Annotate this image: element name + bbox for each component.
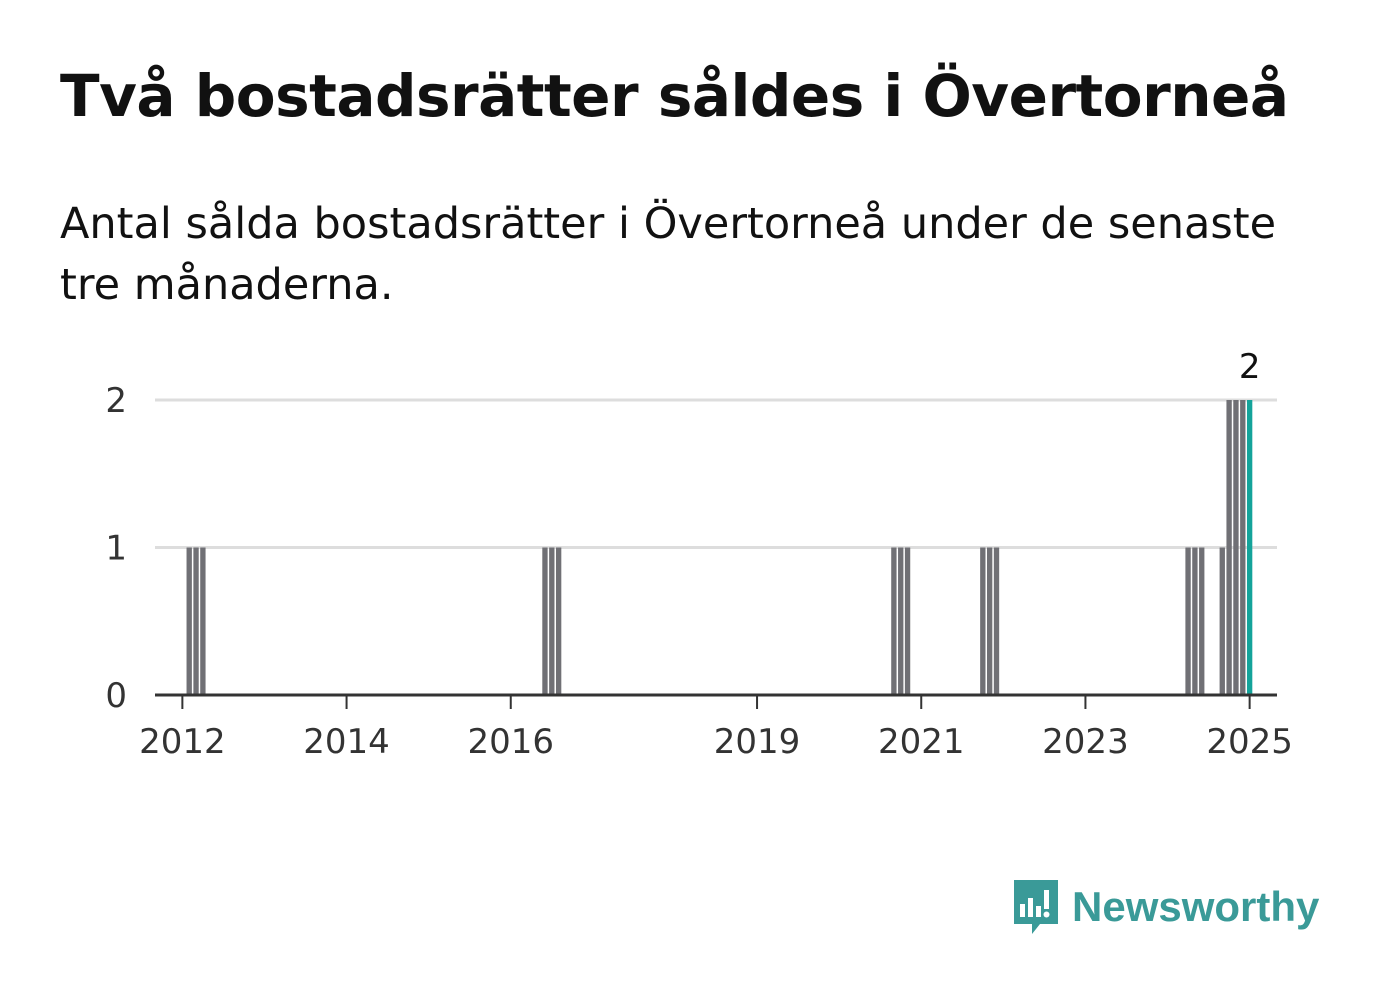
y-tick-label: 1 [105, 529, 127, 569]
bar [1192, 547, 1198, 695]
bar [904, 547, 911, 695]
data-label: 2 [1239, 347, 1261, 387]
bar [555, 547, 562, 695]
data-labels: 2 [1239, 347, 1261, 387]
x-tick-label: 2014 [303, 722, 390, 762]
bar [542, 547, 548, 695]
bar [549, 547, 555, 695]
bar [891, 547, 897, 695]
gridlines [155, 398, 1277, 549]
y-tick-label: 2 [105, 381, 127, 421]
bars [186, 400, 1253, 695]
x-tick-label: 2019 [714, 722, 801, 762]
bar [1226, 400, 1232, 695]
bar [200, 547, 206, 695]
bar [986, 547, 993, 695]
x-tick-label: 2016 [467, 722, 554, 762]
bar [1185, 547, 1191, 695]
x-tick-label: 2023 [1042, 722, 1129, 762]
bar [186, 547, 192, 695]
page-subtitle: Antal sålda bostadsrätter i Övertorneå u… [60, 199, 1277, 310]
newsworthy-logo-icon [1014, 880, 1058, 934]
brand-name: Newsworthy [1072, 883, 1320, 930]
bar [1219, 547, 1225, 695]
x-tick-label: 2021 [878, 722, 965, 762]
bar [1199, 547, 1205, 695]
page-title: Två bostadsrätter såldes i Övertorneå [60, 62, 1289, 130]
bar [980, 547, 986, 695]
x-axis: 2012 2014 2016 2019 2021 2023 2025 [139, 693, 1293, 762]
y-tick-label: 0 [105, 676, 127, 716]
bar-chart: 0 1 2 2012 2014 2016 2019 2021 2023 2025 2 [105, 347, 1293, 762]
highlight-bar [1246, 400, 1253, 695]
bar [1233, 400, 1239, 695]
bar [993, 547, 1000, 695]
newsworthy-logo: Newsworthy [1010, 876, 1319, 938]
bar [193, 547, 199, 695]
bar [898, 547, 904, 695]
x-tick-label: 2012 [139, 722, 226, 762]
bar [1240, 400, 1246, 695]
x-tick-label: 2025 [1206, 722, 1293, 762]
y-axis: 0 1 2 [105, 381, 127, 716]
